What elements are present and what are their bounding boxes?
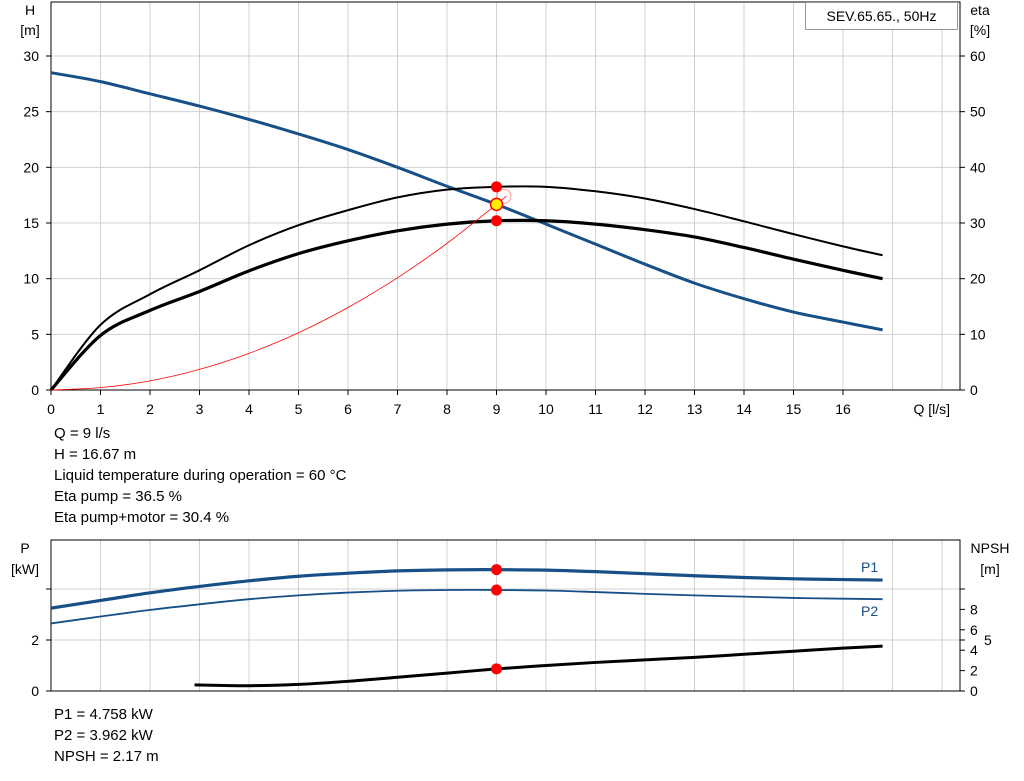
y2-tick-label: 50: [970, 104, 986, 120]
x-tick-label: 7: [394, 401, 402, 417]
series-eta-pump-motor: [49, 218, 883, 392]
npsh-axis-label: NPSH: [971, 540, 1010, 556]
y-axis-label: H: [25, 2, 35, 18]
p-tick-label: 2: [31, 632, 39, 648]
npsh-tick-label: 0: [970, 683, 978, 699]
x-tick-label: 6: [344, 401, 352, 417]
series-p1: [50, 568, 883, 610]
y-axis-unit: [m]: [20, 22, 39, 38]
x-tick-label: 2: [146, 401, 154, 417]
x-tick-label: 0: [47, 401, 55, 417]
x-axis-label: Q [l/s]: [913, 401, 950, 417]
p2-point: [491, 584, 502, 596]
y2-tick-label: 0: [970, 382, 978, 398]
flow-readout: Q = 9 l/s: [54, 425, 111, 442]
pump-title-box: SEV.65.65., 50Hz: [805, 2, 958, 30]
head-readout: H = 16.67 m: [54, 446, 137, 463]
p-axis-unit: [kW]: [11, 561, 39, 577]
eta-pump-motor-readout: Eta pump+motor = 30.4 %: [54, 509, 230, 526]
series-eta-pump: [50, 185, 883, 391]
x-tick-label: 5: [295, 401, 303, 417]
npsh-readout: NPSH = 2.17 m: [54, 748, 159, 765]
npsh-tick-label: 2: [970, 663, 978, 679]
y2-tick-label: 40: [970, 159, 986, 175]
npsh-tick-label: 5: [984, 632, 992, 648]
npsh-tick-label: 6: [970, 622, 978, 638]
plot-frame-top: [50, 1, 961, 391]
plot-frame-bottom: [50, 539, 961, 692]
y2-axis-label: eta: [970, 2, 990, 18]
y-tick-label: 0: [31, 382, 39, 398]
y2-tick-label: 20: [970, 271, 986, 287]
x-tick-label: 10: [538, 401, 554, 417]
y2-tick-label: 10: [970, 326, 986, 342]
x-tick-label: 13: [687, 401, 703, 417]
eta-pump-readout: Eta pump = 36.5 %: [54, 488, 182, 505]
eta-pump-point: [491, 181, 502, 193]
x-tick-label: 9: [493, 401, 501, 417]
y-tick-label: 25: [23, 104, 39, 120]
y-tick-label: 10: [23, 271, 39, 287]
series-label-p2: P2: [861, 603, 878, 619]
y2-tick-label: 30: [970, 215, 986, 231]
temperature-readout: Liquid temperature during operation = 60…: [54, 467, 347, 484]
x-tick-label: 11: [588, 401, 603, 417]
y-tick-label: 30: [23, 48, 39, 64]
p1-point: [491, 564, 502, 576]
system-curve-end-marker: [496, 188, 512, 204]
y2-axis-unit: [%]: [970, 22, 990, 38]
series-p2: [50, 589, 883, 625]
npsh-tick-label: 4: [970, 642, 978, 658]
y-tick-label: 20: [23, 159, 39, 175]
duty-point: [489, 197, 504, 212]
y-tick-label: 15: [23, 215, 39, 231]
y-tick-label: 5: [31, 326, 39, 342]
p2-readout: P2 = 3.962 kW: [54, 727, 153, 744]
series-system-curve: [50, 195, 507, 391]
x-tick-label: 14: [736, 401, 752, 417]
series-npsh: [194, 644, 883, 688]
p-tick-label: 0: [31, 683, 39, 699]
series-h: [50, 71, 883, 332]
npsh-point: [491, 663, 502, 675]
npsh-axis-unit: [m]: [980, 561, 999, 577]
eta-pump-motor-point: [491, 215, 502, 227]
x-tick-label: 15: [786, 401, 802, 417]
x-tick-label: 1: [97, 401, 105, 417]
npsh-tick-label: 8: [970, 601, 978, 617]
y2-tick-label: 60: [970, 48, 986, 64]
operating-point-info: Q = 9 l/s H = 16.67 m Liquid temperature…: [54, 423, 346, 528]
x-tick-label: 3: [196, 401, 204, 417]
power-info: P1 = 4.758 kW P2 = 3.962 kW NPSH = 2.17 …: [54, 704, 159, 767]
series-label-p1: P1: [861, 559, 878, 575]
p-axis-label: P: [20, 540, 29, 556]
x-tick-label: 12: [637, 401, 653, 417]
p1-readout: P1 = 4.758 kW: [54, 706, 153, 723]
x-tick-label: 4: [245, 401, 253, 417]
x-tick-label: 16: [835, 401, 851, 417]
x-tick-label: 8: [443, 401, 451, 417]
